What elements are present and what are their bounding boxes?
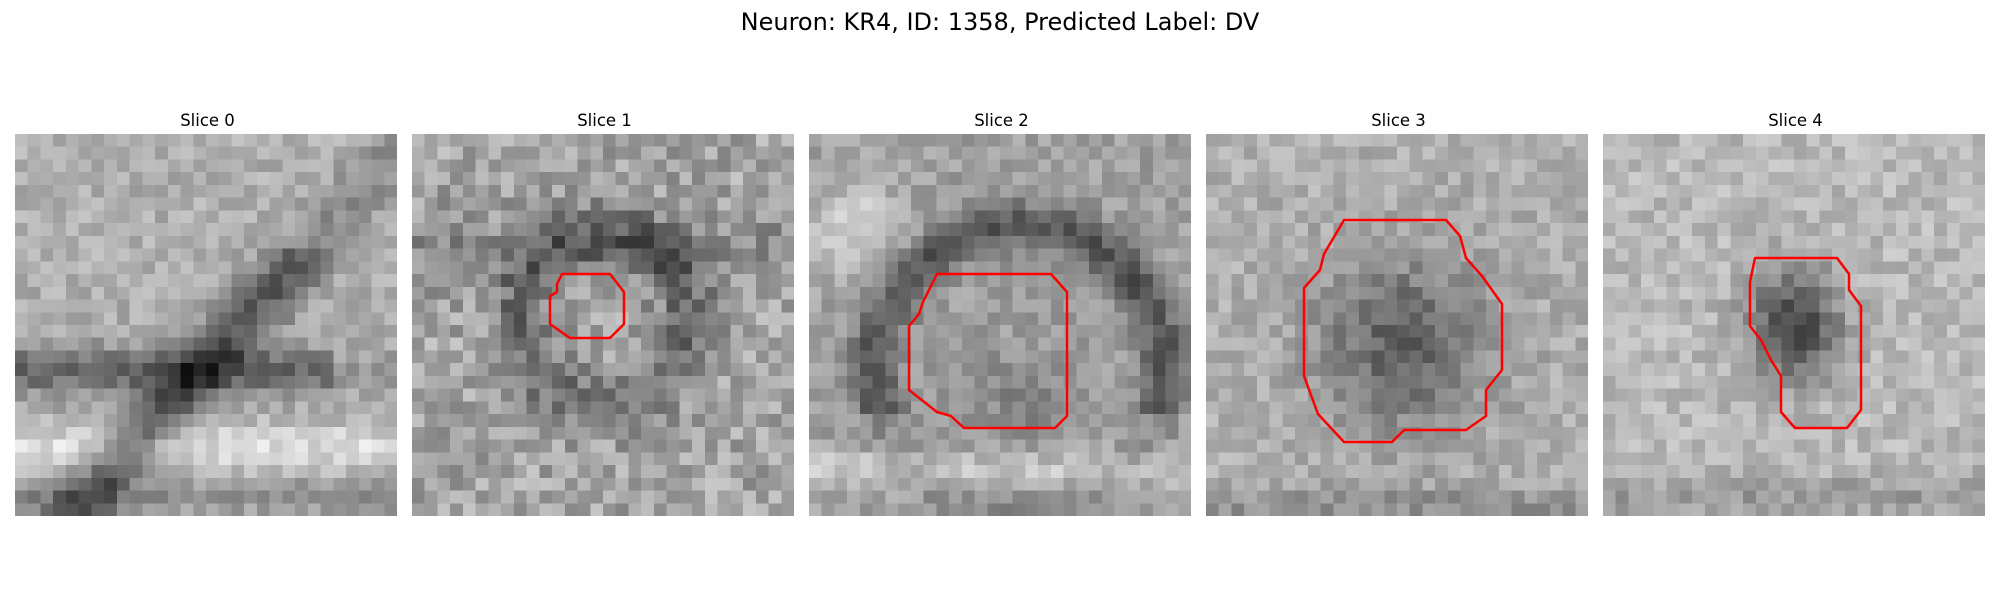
slice-title-2: Slice 2 (974, 111, 1029, 130)
contour-overlay-2 (907, 272, 1069, 430)
slice-panel-1: Slice 1 (412, 110, 797, 516)
slice-title-1: Slice 1 (577, 111, 632, 130)
slice-image-3 (1206, 134, 1588, 516)
segmentation-contour-3 (1302, 218, 1504, 444)
figure-title: Neuron: KR4, ID: 1358, Predicted Label: … (740, 8, 1260, 36)
slice-image-1 (412, 134, 794, 516)
contour-overlay-4 (1748, 256, 1863, 430)
slice-title-3: Slice 3 (1371, 111, 1426, 130)
grayscale-slice-1 (412, 134, 794, 516)
slice-panel-3: Slice 3 (1206, 110, 1591, 516)
slice-image-2 (809, 134, 1191, 516)
segmentation-contour-4 (1748, 256, 1863, 430)
slice-panel-4: Slice 4 (1603, 110, 1988, 516)
slice-title-4: Slice 4 (1768, 111, 1823, 130)
segmentation-contour-1 (548, 272, 626, 340)
contour-overlay-3 (1302, 218, 1504, 444)
slice-panel-0: Slice 0 (15, 110, 400, 516)
grayscale-slice-2 (809, 134, 1191, 516)
slice-panel-2: Slice 2 (809, 110, 1194, 516)
grayscale-slice-0 (15, 134, 397, 516)
segmentation-contour-2 (907, 272, 1069, 430)
grayscale-slice-3 (1206, 134, 1588, 516)
slice-image-0 (15, 134, 397, 516)
slice-title-0: Slice 0 (180, 111, 235, 130)
grayscale-slice-4 (1603, 134, 1985, 516)
contour-overlay-1 (548, 272, 626, 340)
slice-image-4 (1603, 134, 1985, 516)
